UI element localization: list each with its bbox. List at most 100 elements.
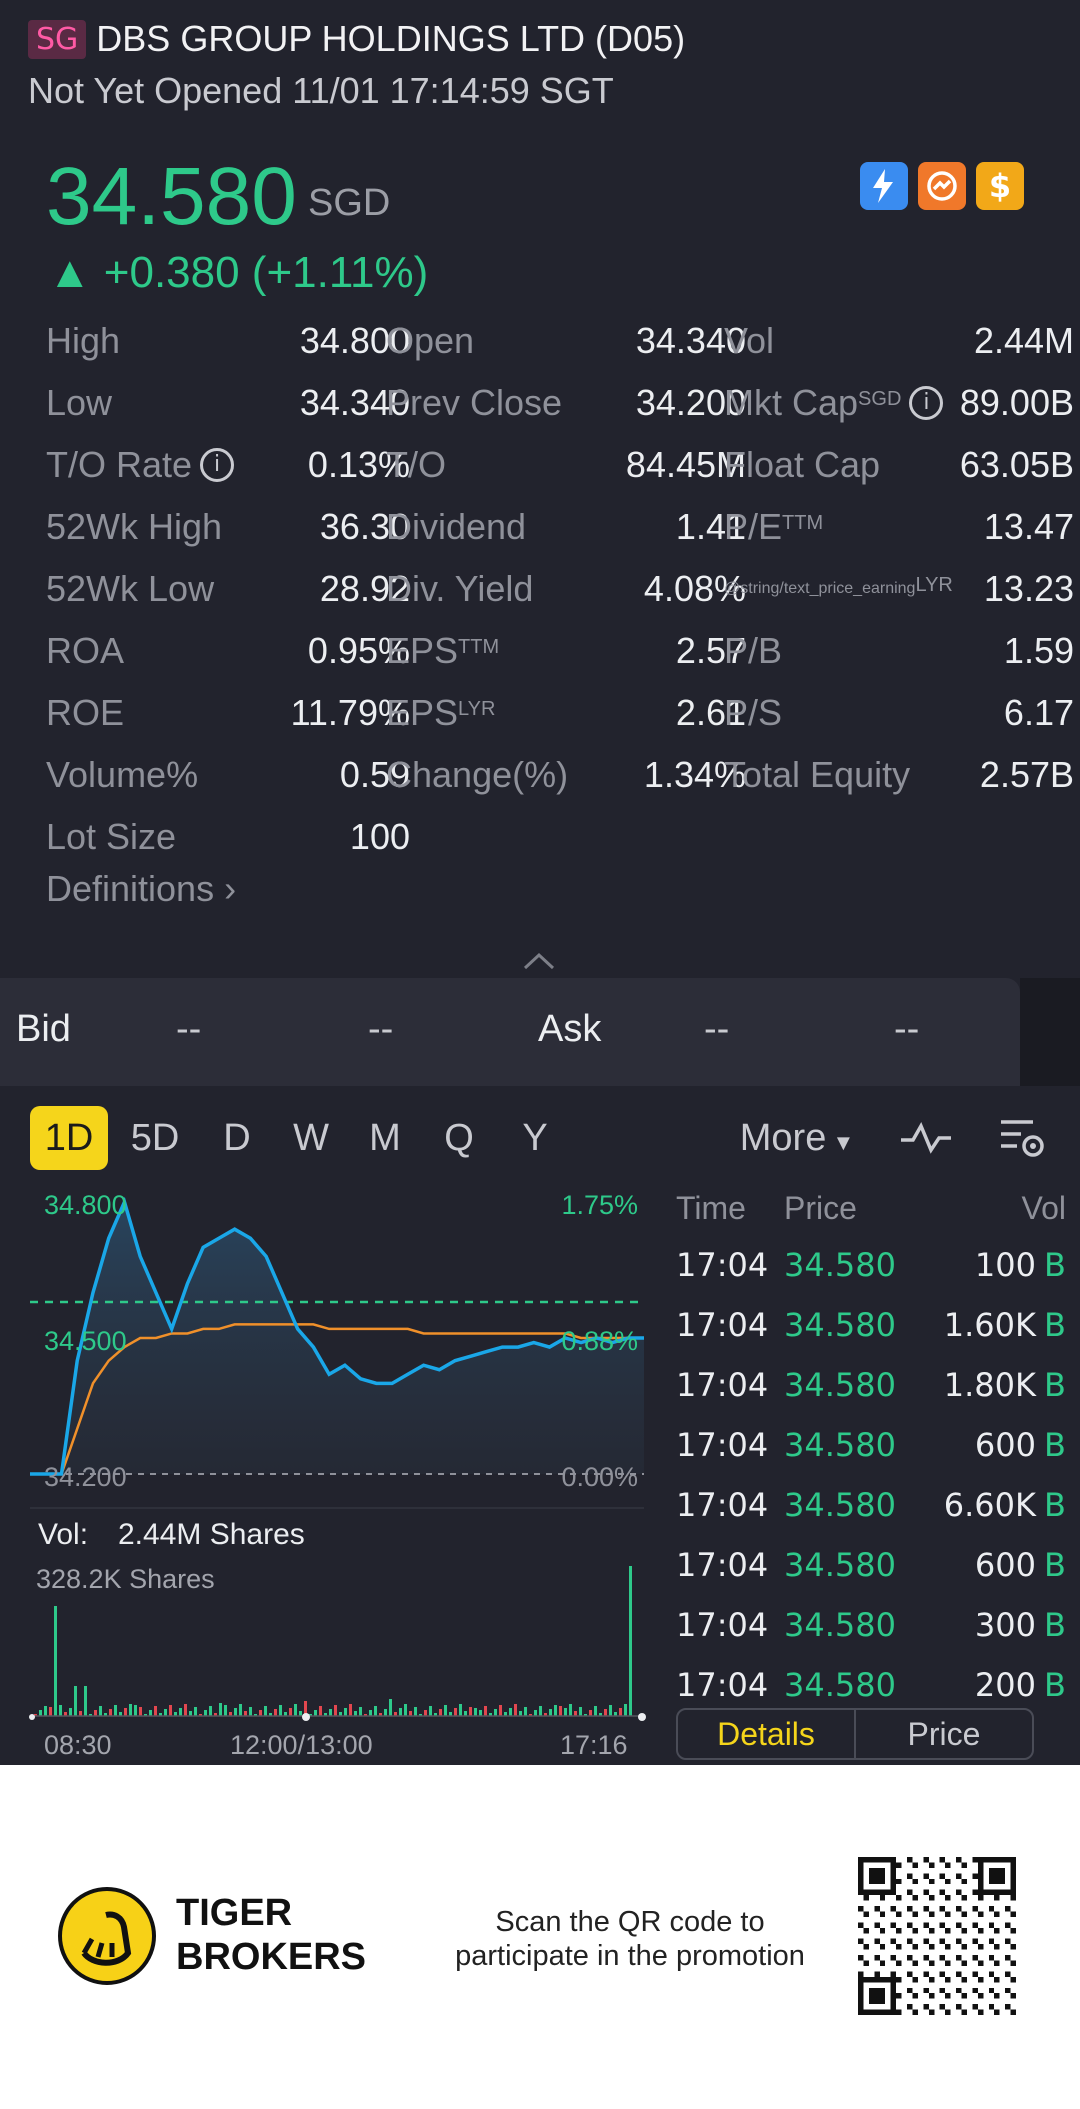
qr-module — [1010, 2009, 1016, 2015]
qr-module — [994, 1960, 1000, 1966]
time-end-label: 17:16 — [560, 1730, 628, 1760]
qr-module — [939, 1857, 946, 1863]
qr-module — [1005, 1938, 1011, 1945]
tick-time: 17:04 — [676, 1606, 769, 1644]
qr-module — [879, 1960, 886, 1966]
volume-bar — [184, 1704, 187, 1716]
tab-1d[interactable]: 1D — [30, 1106, 108, 1170]
volume-bar — [569, 1704, 572, 1716]
volume-bar — [604, 1709, 607, 1716]
tab-q[interactable]: Q — [444, 1117, 474, 1159]
volume-bar — [179, 1708, 182, 1716]
qr-code-icon[interactable] — [858, 1857, 1016, 2015]
stat-label: High — [46, 310, 266, 372]
volume-bars — [34, 1566, 632, 1716]
volume-bar — [464, 1711, 467, 1716]
volume-bar — [279, 1705, 282, 1716]
indicator-icon[interactable] — [896, 1106, 956, 1170]
volume-bar — [484, 1706, 487, 1716]
info-icon[interactable]: i — [909, 386, 944, 420]
dollar-icon[interactable]: $ — [976, 162, 1024, 210]
tab-5d[interactable]: 5D — [130, 1117, 180, 1159]
stat-label: Mkt Cap SGD i — [724, 372, 974, 434]
stats-row: High 34.800 Open 34.340 Vol 2.44M — [46, 310, 1074, 372]
circle-arrow-icon[interactable] — [918, 162, 966, 210]
stat-value: 34.340 — [635, 320, 746, 361]
tick-side: B — [1044, 1426, 1066, 1464]
lightning-icon[interactable] — [860, 162, 908, 210]
qr-module — [961, 1862, 967, 1868]
volume-bar — [54, 1606, 57, 1716]
qr-module — [907, 1971, 913, 1977]
tick-row: 17:04 34.580 200 B — [672, 1666, 1072, 1700]
tick-vol: 300 — [974, 1606, 1036, 1644]
qr-module — [939, 1906, 946, 1912]
qr-module — [988, 1971, 995, 1977]
stat-label: T/O Rate i — [46, 434, 266, 496]
volume-bar — [404, 1704, 407, 1716]
currency-label: SGD — [308, 182, 391, 224]
volume-bar — [354, 1711, 357, 1716]
tick-price: 34.580 — [784, 1306, 896, 1344]
qr-module — [956, 2004, 962, 2010]
stat-label-text: High — [46, 320, 121, 361]
definitions-link[interactable]: Definitions › — [46, 868, 236, 910]
volume-bar — [534, 1710, 537, 1716]
qr-module — [912, 1878, 918, 1885]
tab-more[interactable]: More ▼ — [732, 1106, 862, 1170]
details-button[interactable]: Details — [678, 1710, 856, 1758]
volume-bar — [89, 1714, 92, 1716]
volume-bar — [414, 1707, 417, 1716]
volume-bar — [579, 1707, 582, 1716]
qr-module — [994, 1927, 1000, 1934]
qr-module — [956, 1971, 962, 1977]
tick-side: B — [1044, 1246, 1066, 1284]
qr-module — [923, 1938, 929, 1945]
qr-module — [896, 1862, 902, 1868]
chart-settings-icon[interactable] — [992, 1106, 1052, 1170]
qr-module — [863, 1944, 869, 1950]
axis-dot-end — [638, 1713, 646, 1721]
collapse-caret-icon[interactable] — [522, 944, 556, 979]
tick-side: B — [1044, 1306, 1066, 1344]
qr-module — [896, 1895, 902, 1901]
volume-bar — [369, 1710, 372, 1716]
qr-module — [1005, 1987, 1011, 1994]
qr-module — [945, 1976, 951, 1983]
qr-module — [912, 1862, 918, 1868]
price-mid-label: 34.500 — [44, 1326, 127, 1356]
qr-module — [928, 1927, 935, 1934]
qr-module — [896, 2009, 902, 2015]
volume-bar — [409, 1711, 412, 1716]
qr-module — [890, 1955, 897, 1961]
qr-module — [977, 1976, 984, 1983]
stat-label: Prev Close — [386, 372, 616, 434]
stat-value: 1.41 — [675, 506, 746, 547]
info-icon[interactable]: i — [200, 448, 235, 482]
volume-bar — [49, 1707, 52, 1716]
qr-module — [868, 1987, 886, 2005]
qr-module — [874, 1938, 880, 1945]
volume-bar — [309, 1714, 312, 1716]
qr-module — [956, 1938, 962, 1945]
stat-label: EPS LYR — [386, 682, 616, 744]
stat-label-text: P/B — [724, 630, 783, 671]
volume-bar — [529, 1714, 532, 1716]
volume-bar — [249, 1707, 252, 1716]
tab-m[interactable]: M — [369, 1117, 401, 1159]
volume-bar — [229, 1712, 232, 1716]
qr-module — [923, 1971, 929, 1977]
volume-bar — [149, 1710, 152, 1716]
tab-w[interactable]: W — [293, 1117, 329, 1159]
tick-table[interactable]: 17:04 34.580 100 B 17:04 34.580 1.60K B 17:04 34.… — [672, 1190, 1072, 1700]
qr-module — [956, 1922, 962, 1928]
intraday-chart[interactable]: 34.800 34.500 34.200 1.75% 0.88% 0.00% V… — [0, 1186, 660, 1766]
tick-time: 17:04 — [676, 1306, 769, 1344]
price-button[interactable]: Price — [907, 1716, 981, 1752]
tab-y[interactable]: Y — [522, 1117, 548, 1159]
volume-bar — [519, 1711, 522, 1716]
stats-row: Lot Size 100 — [46, 806, 1030, 868]
tab-d[interactable]: D — [223, 1117, 251, 1159]
stat-label-sup: TTM — [458, 635, 500, 658]
stat-value: 100 — [349, 816, 410, 857]
